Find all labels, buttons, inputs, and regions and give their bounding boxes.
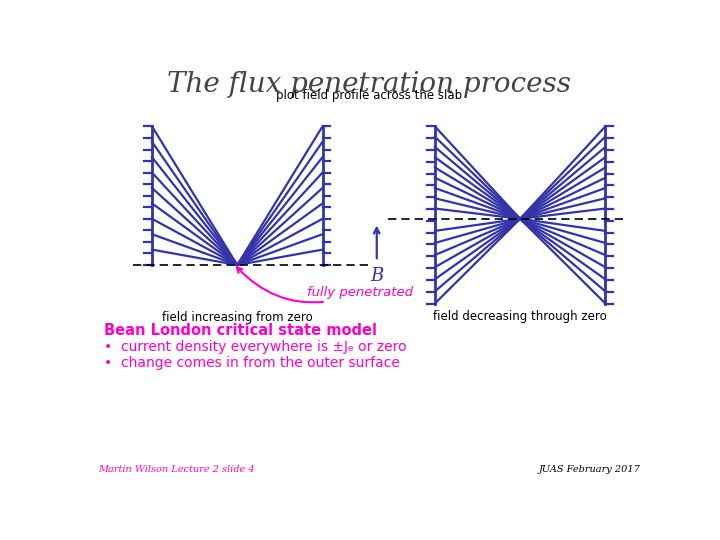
Text: The flux penetration process: The flux penetration process (167, 71, 571, 98)
Text: Martin Wilson Lecture 2 slide 4: Martin Wilson Lecture 2 slide 4 (98, 465, 254, 475)
Text: field decreasing through zero: field decreasing through zero (433, 309, 607, 323)
Text: field increasing from zero: field increasing from zero (162, 311, 312, 324)
Text: fully penetrated: fully penetrated (237, 267, 413, 302)
Text: plot field profile across the slab: plot field profile across the slab (276, 90, 462, 103)
Text: Bean London critical state model: Bean London critical state model (104, 323, 377, 338)
Text: •  current density everywhere is ±Jₑ or zero: • current density everywhere is ±Jₑ or z… (104, 340, 407, 354)
Text: JUAS February 2017: JUAS February 2017 (539, 465, 640, 475)
Text: •  change comes in from the outer surface: • change comes in from the outer surface (104, 356, 400, 370)
Text: B: B (370, 267, 383, 285)
